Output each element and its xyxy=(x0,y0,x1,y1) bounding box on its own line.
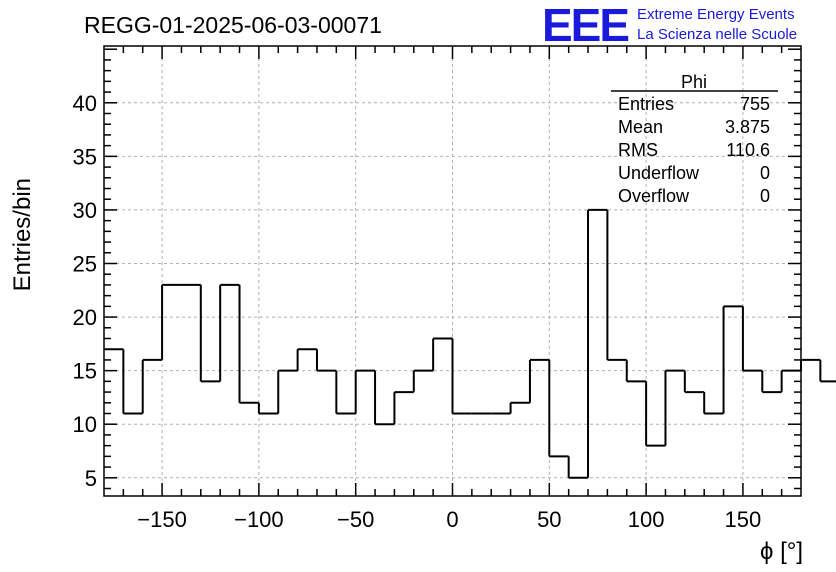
stats-value-mean: 3.875 xyxy=(725,117,770,137)
y-tick-label: 10 xyxy=(73,412,97,437)
y-tick-label: 40 xyxy=(73,91,97,116)
x-tick-label: −100 xyxy=(234,507,284,532)
x-tick-label: −50 xyxy=(337,507,374,532)
y-tick-label: 20 xyxy=(73,305,97,330)
x-tick-label: 50 xyxy=(537,507,561,532)
y-tick-label: 25 xyxy=(73,252,97,277)
x-axis-title: ϕ [°] xyxy=(760,538,803,565)
x-tick-label: 150 xyxy=(725,507,762,532)
x-tick-labels: −150 −100 −50 0 50 100 150 xyxy=(137,507,761,532)
stats-label-rms: RMS xyxy=(618,140,658,160)
stats-value-overflow: 0 xyxy=(760,186,770,206)
chart-title: REGG-01-2025-06-03-00071 xyxy=(84,12,382,38)
y-tick-label: 35 xyxy=(73,144,97,169)
stats-name: Phi xyxy=(681,72,707,92)
stats-label-mean: Mean xyxy=(618,117,663,137)
stats-box: Phi Entries 755 Mean 3.875 RMS 110.6 Und… xyxy=(611,72,778,206)
axis-ticks xyxy=(104,46,801,496)
y-tick-label: 15 xyxy=(73,359,97,384)
x-tick-label: 100 xyxy=(628,507,665,532)
logo-line-1: Extreme Energy Events xyxy=(637,6,795,23)
stats-label-entries: Entries xyxy=(618,94,674,114)
stats-value-rms: 110.6 xyxy=(726,140,770,160)
stats-value-underflow: 0 xyxy=(760,163,770,183)
stats-value-entries: 755 xyxy=(740,94,770,114)
logo-mark: EEE xyxy=(542,0,628,51)
x-tick-label: 0 xyxy=(446,507,458,532)
y-tick-label: 30 xyxy=(73,198,97,223)
x-tick-label: −150 xyxy=(137,507,187,532)
y-tick-label: 5 xyxy=(85,466,97,491)
logo-line-2: La Scienza nelle Scuole xyxy=(637,26,797,43)
stats-label-overflow: Overflow xyxy=(618,186,690,206)
eee-logo: EEE Extreme Energy Events La Scienza nel… xyxy=(542,0,797,51)
grid-lines xyxy=(104,46,801,496)
y-axis-title: Entries/bin xyxy=(9,178,36,291)
stats-label-underflow: Underflow xyxy=(618,163,700,183)
y-tick-labels: 5 10 15 20 25 30 35 40 xyxy=(73,91,97,491)
